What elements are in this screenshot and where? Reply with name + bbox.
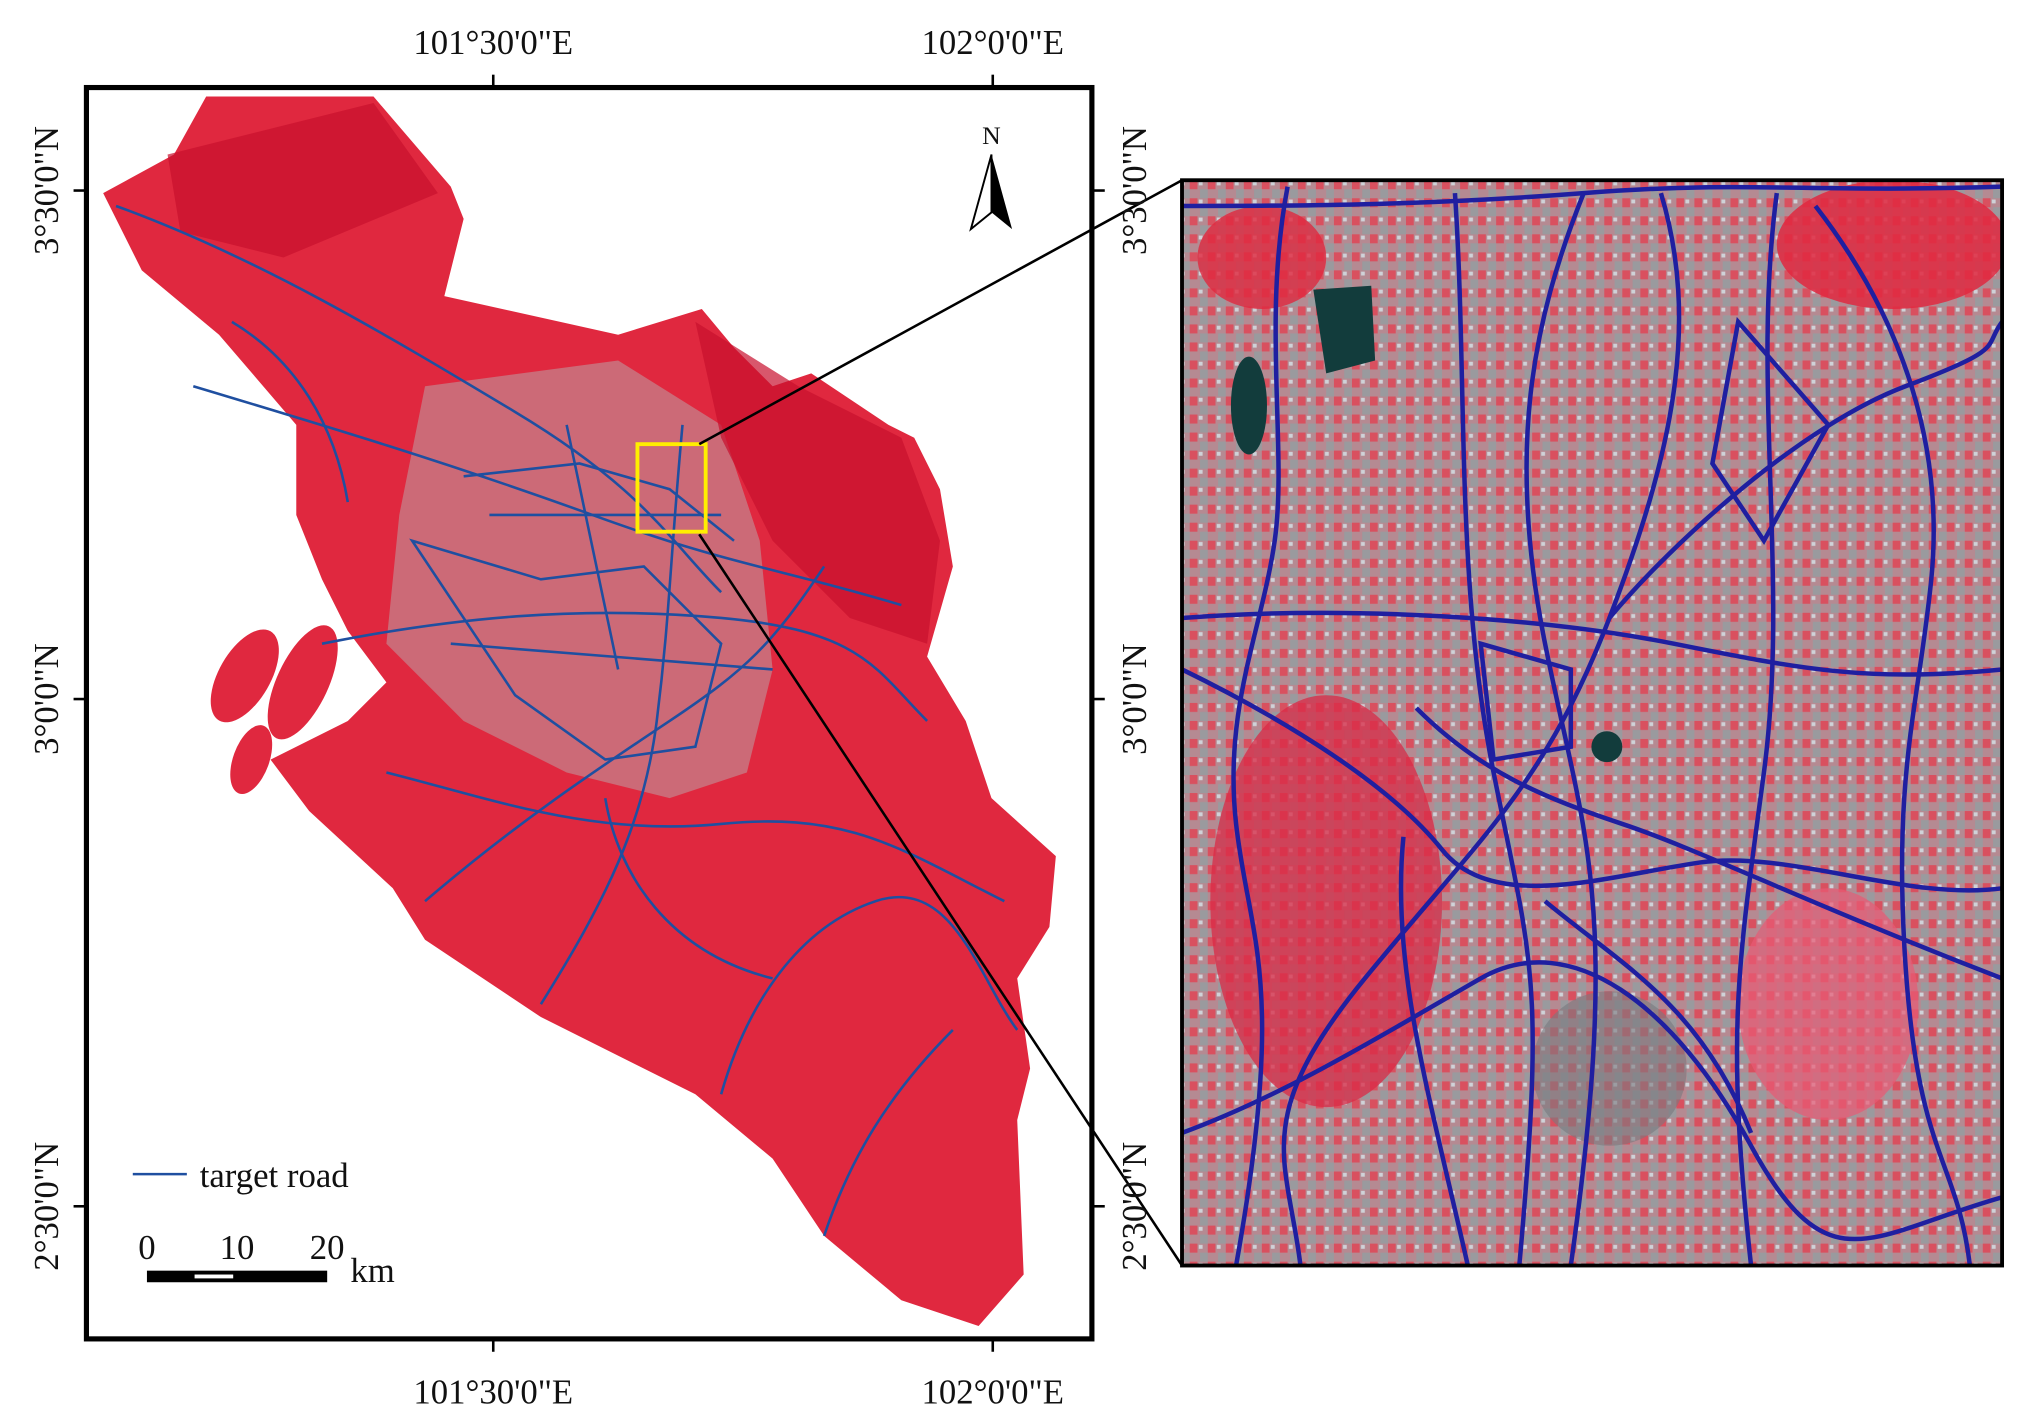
y-label: 3°30'0"N: [1115, 126, 1154, 255]
ticks: [73, 74, 1105, 1352]
scale-tick: 20: [310, 1228, 345, 1267]
x-label: 102°0'0"E: [922, 23, 1064, 62]
scale-bar: [146, 1270, 328, 1283]
scale-bar: [194, 1274, 234, 1279]
x-label: 101°30'0"E: [413, 1372, 573, 1411]
x-label: 101°30'0"E: [413, 23, 573, 62]
road-network: [115, 204, 1019, 1237]
scale-unit: km: [350, 1251, 394, 1290]
urban-area: [386, 360, 773, 799]
forest: [167, 102, 940, 644]
x-label: 102°0'0"E: [922, 1372, 1064, 1411]
zoom-line: [698, 533, 1184, 1267]
scale-tick: 0: [138, 1228, 155, 1267]
north-arrow: [991, 154, 1013, 230]
scale-tick: 10: [220, 1228, 255, 1267]
islands: [210, 625, 338, 794]
zoom-box: [635, 442, 708, 534]
y-label: 3°0'0"N: [1115, 643, 1154, 755]
inset-frame: [1180, 178, 2005, 1268]
inset-image: [1182, 180, 2003, 1266]
north-label: N: [982, 121, 1001, 150]
y-label: 2°30'0"N: [1115, 1142, 1154, 1271]
legend-label: target road: [200, 1156, 349, 1195]
y-label: 3°0'0"N: [27, 643, 66, 755]
y-label: 2°30'0"N: [27, 1142, 66, 1271]
zoom-line: [698, 179, 1183, 446]
y-label: 3°30'0"N: [27, 126, 66, 255]
